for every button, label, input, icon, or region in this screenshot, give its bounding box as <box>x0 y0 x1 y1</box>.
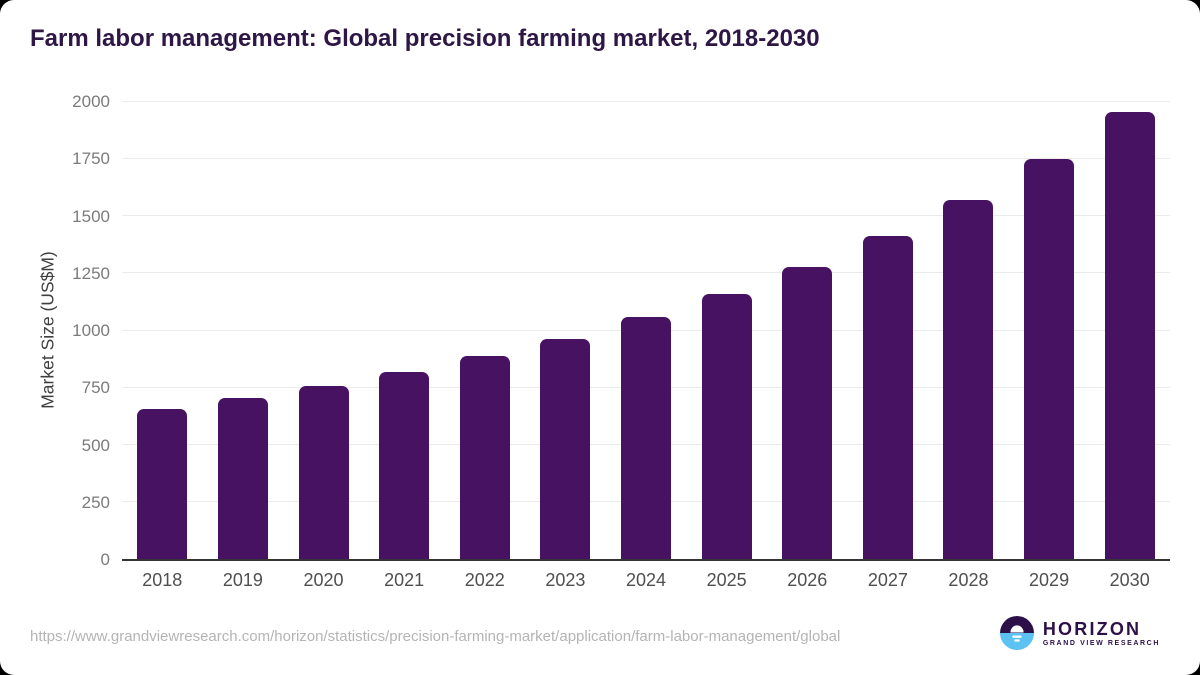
bar-2029[interactable] <box>1024 159 1075 559</box>
y-tick-label-500: 500 <box>81 435 110 455</box>
gridline-1750 <box>122 157 1170 159</box>
y-tick-label-0: 0 <box>100 550 110 569</box>
y-tick-label-1250: 1250 <box>72 263 110 283</box>
bar-2028[interactable] <box>943 200 994 559</box>
source-url: https://www.grandviewresearch.com/horizo… <box>30 628 841 645</box>
horizon-logo-icon <box>999 616 1034 650</box>
x-axis-tick-labels: 2018 2019 2020 2021 2022 2023 2024 2025 2026 2027… <box>122 570 1170 592</box>
y-tick-label-1750: 1750 <box>72 149 110 169</box>
gridline-1250 <box>122 272 1170 274</box>
x-tick-label-2028: 2028 <box>948 570 989 590</box>
x-tick-label-2020: 2020 <box>303 570 344 590</box>
x-tick-label-2023: 2023 <box>545 570 586 590</box>
horizon-logo: HORIZON GRAND VIEW RESEARCH <box>999 616 1160 650</box>
bar-2027[interactable] <box>862 236 913 559</box>
x-tick-label-2027: 2027 <box>867 570 908 590</box>
chart-title: Farm labor management: Global precision … <box>30 25 820 52</box>
bar-2020[interactable] <box>298 385 349 559</box>
gridline-2000 <box>122 100 1170 102</box>
x-tick-label-2029: 2029 <box>1029 570 1070 590</box>
bar-2019[interactable] <box>217 397 268 559</box>
bar-2018[interactable] <box>137 408 188 559</box>
horizon-logo-text: HORIZON GRAND VIEW RESEARCH <box>1043 620 1160 647</box>
x-tick-label-2026: 2026 <box>787 570 828 590</box>
y-axis-tick-labels: 0 250 500 750 1000 1250 1500 1750 2000 <box>20 93 110 568</box>
y-tick-label-250: 250 <box>81 492 110 512</box>
bar-2022[interactable] <box>459 356 510 559</box>
horizon-logo-subtitle: GRAND VIEW RESEARCH <box>1042 639 1160 647</box>
x-tick-label-2024: 2024 <box>625 570 667 590</box>
x-tick-label-2022: 2022 <box>464 570 505 590</box>
x-tick-label-2021: 2021 <box>384 570 425 590</box>
x-tick-label-2030: 2030 <box>1109 570 1150 590</box>
y-tick-label-1500: 1500 <box>72 206 110 226</box>
x-tick-label-2025: 2025 <box>706 570 747 590</box>
bar-2021[interactable] <box>379 371 430 559</box>
x-tick-label-2019: 2019 <box>222 570 263 590</box>
bar-2030[interactable] <box>1104 111 1155 559</box>
y-tick-label-2000: 2000 <box>72 92 110 111</box>
bar-2026[interactable] <box>782 267 833 559</box>
gridline-1500 <box>122 215 1170 216</box>
bar-2024[interactable] <box>621 317 671 559</box>
horizon-logo-name: HORIZON <box>1042 618 1142 639</box>
x-tick-label-2018: 2018 <box>142 570 183 590</box>
y-tick-label-750: 750 <box>81 378 110 398</box>
bar-2025[interactable] <box>701 293 752 559</box>
bar-2023[interactable] <box>540 338 591 559</box>
y-tick-label-1000: 1000 <box>72 321 110 340</box>
plot-area <box>122 100 1170 561</box>
